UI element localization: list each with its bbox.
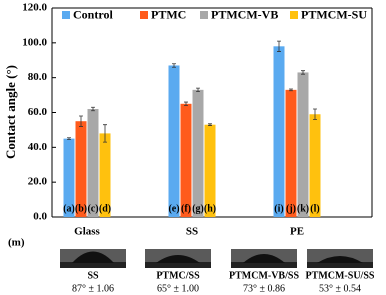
y-tick-label: 100.0 <box>22 36 47 48</box>
bar-label: (e) <box>168 203 179 214</box>
photo-angle: 73° ± 0.86 <box>243 283 285 294</box>
error-bar <box>184 101 188 106</box>
y-tick-label: 60.0 <box>28 106 48 118</box>
bar-label: (k) <box>297 203 309 214</box>
error-bar <box>208 123 212 126</box>
bar-label: (c) <box>87 203 98 214</box>
photo <box>145 249 211 268</box>
bar <box>285 89 297 217</box>
bar <box>168 65 180 217</box>
photo-caption: SS <box>87 270 99 281</box>
bar-label: (g) <box>192 203 204 214</box>
bar-label: (d) <box>99 203 111 214</box>
photo-caption: PTMCM-VB/SS <box>229 270 299 281</box>
photo-angle: 65° ± 1.00 <box>157 283 199 294</box>
y-axis-label: Contact angle (°) <box>3 65 18 159</box>
legend-label: PTMCM-VB <box>211 7 278 21</box>
y-tick-label: 120.0 <box>22 2 47 14</box>
bar-label: (l) <box>310 203 319 214</box>
bar <box>192 89 204 217</box>
legend-swatch <box>200 11 208 19</box>
error-bar <box>277 40 281 52</box>
legend-label: Control <box>73 7 113 21</box>
error-bar <box>79 115 83 127</box>
y-tick-label: 40.0 <box>28 141 48 153</box>
bar <box>273 46 285 217</box>
y-tick-label: 0.0 <box>33 211 47 223</box>
bar-label: (f) <box>181 203 191 214</box>
photo <box>307 249 373 268</box>
bar-label: (h) <box>204 203 216 214</box>
legend-label: PTMC <box>151 7 186 21</box>
error-bar <box>196 87 200 92</box>
bar-label: (a) <box>63 203 75 214</box>
bar-label: (i) <box>274 203 283 214</box>
error-bar <box>313 108 317 120</box>
error-bar <box>172 63 176 68</box>
error-bar <box>103 124 107 143</box>
bar <box>75 121 87 217</box>
legend-swatch <box>290 11 298 19</box>
bar <box>87 109 99 217</box>
legend-swatch <box>140 11 148 19</box>
bar <box>309 114 321 217</box>
bar <box>204 124 216 217</box>
x-tick-label: Glass <box>74 226 100 238</box>
legend-label: PTMCM-SU <box>301 7 367 21</box>
x-tick-label: PE <box>290 226 304 238</box>
photo-angle: 53° ± 0.54 <box>319 283 361 294</box>
error-bar <box>67 137 71 140</box>
y-tick-label: 20.0 <box>28 176 48 188</box>
photo <box>231 249 297 268</box>
photo-caption: PTMCM-SU/SS <box>306 270 375 281</box>
panel-label: (m) <box>8 237 25 249</box>
bar <box>297 72 309 217</box>
x-tick-label: SS <box>186 226 198 238</box>
photo-angle: 87° ± 1.06 <box>72 283 114 294</box>
legend-swatch <box>62 11 70 19</box>
y-tick-label: 80.0 <box>28 71 48 83</box>
error-bar <box>301 70 305 75</box>
bar <box>63 138 75 217</box>
bar <box>99 133 111 217</box>
error-bar <box>289 88 293 92</box>
bar-label: (j) <box>286 203 296 214</box>
error-bar <box>91 106 95 112</box>
photo <box>60 249 126 268</box>
bar-label: (b) <box>75 203 87 214</box>
bar <box>180 103 192 217</box>
photo-caption: PTMC/SS <box>156 270 200 281</box>
